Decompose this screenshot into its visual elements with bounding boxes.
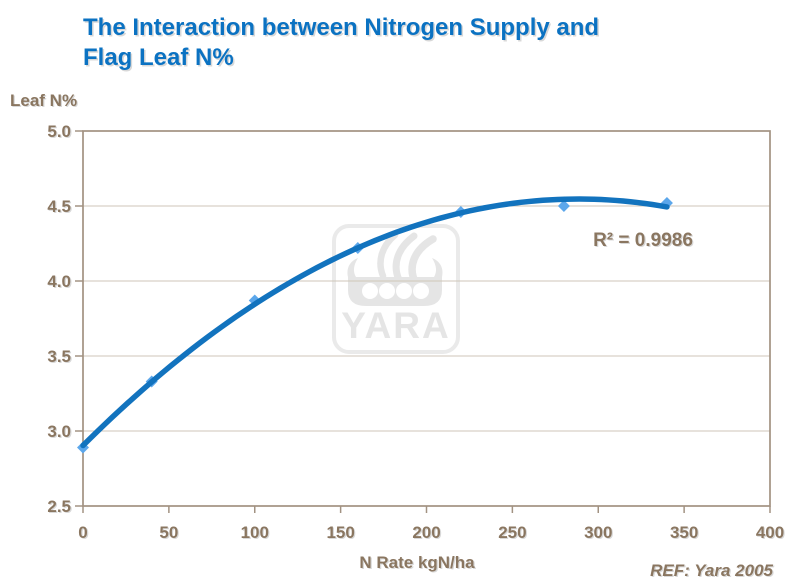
x-tick-label: 50 xyxy=(159,523,178,542)
x-tick-label: 150 xyxy=(326,523,354,542)
x-tick-label: 100 xyxy=(241,523,269,542)
viking-ship-icon xyxy=(347,231,443,306)
x-tick-label: 250 xyxy=(498,523,526,542)
x-axis-tick-labels: 0 50 100 150 200 250 300 350 400 xyxy=(78,523,784,542)
y-tick-label: 2.5 xyxy=(47,497,71,516)
y-tick-label: 5.0 xyxy=(47,122,71,141)
chart-title-line1: The Interaction between Nitrogen Supply … xyxy=(83,14,600,41)
r-squared-annotation: R² = 0.9986 xyxy=(593,230,693,251)
y-axis-tick-labels: 2.5 3.0 3.5 4.0 4.5 5.0 xyxy=(47,122,71,516)
reference-label: REF: Yara 2005 xyxy=(650,561,773,580)
y-tick-label: 3.5 xyxy=(47,347,71,366)
y-tick-label: 3.0 xyxy=(47,422,71,441)
x-tick-label: 0 xyxy=(78,523,87,542)
data-point-marker xyxy=(557,200,570,212)
x-tick-label: 200 xyxy=(412,523,440,542)
x-axis-ticks xyxy=(82,506,771,513)
y-axis-ticks xyxy=(75,130,83,507)
x-tick-label: 350 xyxy=(670,523,698,542)
y-tick-label: 4.5 xyxy=(47,197,71,216)
trendline xyxy=(80,196,670,449)
x-tick-label: 400 xyxy=(756,523,784,542)
chart-title: The Interaction between Nitrogen Supply … xyxy=(83,13,723,73)
x-tick-label: 300 xyxy=(584,523,612,542)
y-tick-label: 4.0 xyxy=(47,272,71,291)
watermark-frame xyxy=(332,224,460,354)
watermark-text: YARA xyxy=(341,305,450,346)
y-axis-title: Leaf N% xyxy=(10,91,78,110)
chart-title-line2: Flag Leaf N% xyxy=(83,44,234,71)
x-axis-title: N Rate kgN/ha xyxy=(359,553,475,572)
yara-watermark: YARA xyxy=(332,224,460,354)
